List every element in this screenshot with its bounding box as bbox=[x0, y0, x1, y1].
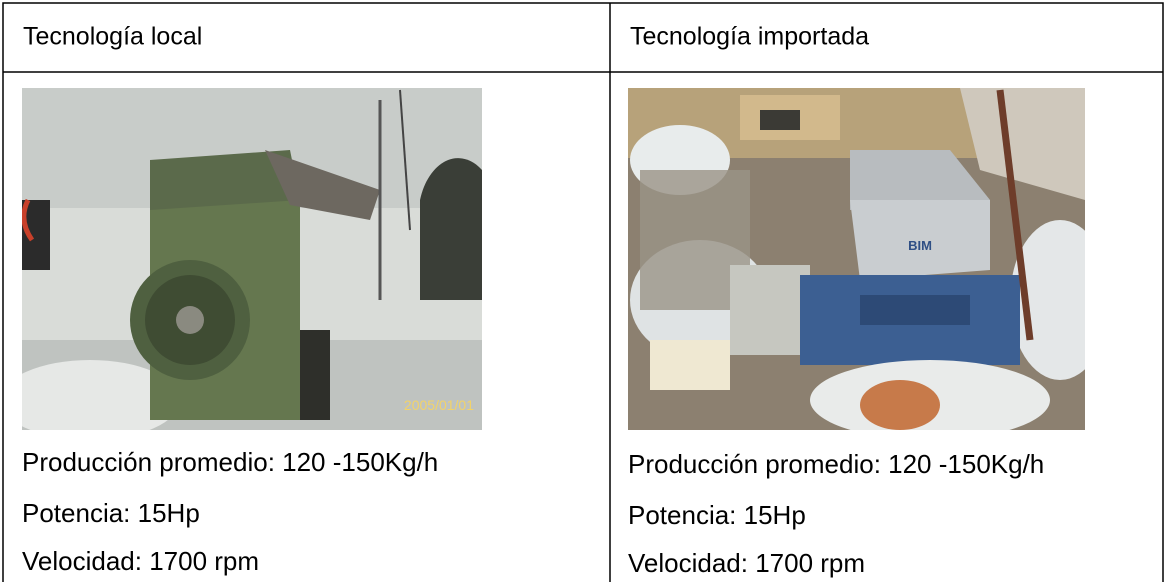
spec-line: Velocidad: 1700 rpm bbox=[22, 546, 259, 576]
spec-line: Producción promedio: 120 -150Kg/h bbox=[628, 449, 1044, 479]
machine-brand: BIM bbox=[908, 238, 932, 253]
photo-imported-machine: BIM bbox=[628, 88, 1085, 430]
spec-line: Potencia: 15Hp bbox=[22, 498, 200, 528]
photo-date-stamp: 2005/01/01 bbox=[404, 397, 474, 413]
spec-line: Velocidad: 1700 rpm bbox=[628, 548, 865, 578]
photo-local-machine: 2005/01/01 bbox=[22, 88, 482, 430]
column-header: Tecnología local bbox=[23, 23, 202, 51]
column-header: Tecnología importada bbox=[630, 23, 869, 51]
spec-line: Potencia: 15Hp bbox=[628, 500, 806, 530]
spec-line: Producción promedio: 120 -150Kg/h bbox=[22, 447, 438, 477]
